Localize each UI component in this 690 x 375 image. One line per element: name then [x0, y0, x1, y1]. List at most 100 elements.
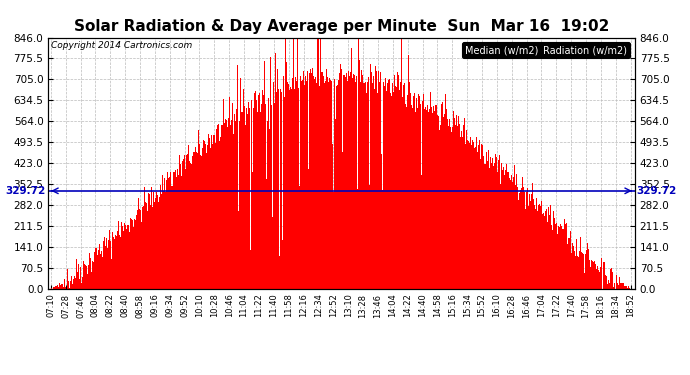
Bar: [581, 252, 582, 289]
Bar: [377, 93, 378, 289]
Bar: [266, 179, 267, 289]
Bar: [361, 70, 362, 289]
Bar: [117, 231, 118, 289]
Bar: [114, 239, 115, 289]
Bar: [99, 244, 100, 289]
Bar: [293, 38, 294, 289]
Bar: [577, 245, 578, 289]
Bar: [226, 120, 227, 289]
Bar: [603, 262, 604, 289]
Bar: [281, 92, 282, 289]
Bar: [209, 138, 210, 289]
Bar: [87, 274, 88, 289]
Bar: [230, 125, 231, 289]
Bar: [319, 68, 320, 289]
Bar: [574, 251, 575, 289]
Bar: [418, 93, 419, 289]
Bar: [233, 134, 234, 289]
Bar: [540, 206, 541, 289]
Bar: [461, 131, 462, 289]
Bar: [191, 164, 192, 289]
Bar: [55, 286, 56, 289]
Bar: [154, 179, 155, 289]
Bar: [333, 192, 334, 289]
Bar: [298, 88, 299, 289]
Bar: [240, 78, 241, 289]
Bar: [113, 237, 114, 289]
Bar: [164, 178, 165, 289]
Bar: [315, 73, 316, 289]
Bar: [208, 134, 209, 289]
Bar: [449, 119, 450, 289]
Bar: [260, 112, 261, 289]
Bar: [297, 38, 298, 289]
Bar: [102, 257, 103, 289]
Bar: [299, 186, 300, 289]
Bar: [79, 279, 80, 289]
Bar: [386, 84, 387, 289]
Bar: [618, 285, 619, 289]
Bar: [384, 86, 385, 289]
Bar: [135, 220, 137, 289]
Bar: [391, 76, 393, 289]
Bar: [185, 169, 186, 289]
Bar: [132, 219, 133, 289]
Bar: [295, 77, 296, 289]
Bar: [180, 164, 181, 289]
Bar: [227, 127, 228, 289]
Bar: [104, 237, 105, 289]
Bar: [537, 211, 538, 289]
Bar: [294, 89, 295, 289]
Bar: [346, 73, 347, 289]
Bar: [255, 90, 256, 289]
Bar: [573, 246, 574, 289]
Bar: [93, 262, 94, 289]
Bar: [316, 83, 317, 289]
Bar: [414, 93, 415, 289]
Bar: [146, 203, 147, 289]
Bar: [92, 261, 93, 289]
Bar: [608, 280, 609, 289]
Bar: [98, 250, 99, 289]
Bar: [516, 174, 517, 289]
Bar: [481, 144, 482, 289]
Bar: [289, 90, 290, 289]
Bar: [250, 249, 251, 289]
Bar: [314, 79, 315, 289]
Bar: [162, 175, 163, 289]
Bar: [587, 243, 588, 289]
Bar: [101, 257, 102, 289]
Bar: [232, 103, 233, 289]
Bar: [97, 255, 98, 289]
Bar: [595, 268, 596, 289]
Bar: [157, 195, 158, 289]
Bar: [317, 38, 318, 289]
Bar: [161, 194, 162, 289]
Bar: [486, 151, 487, 289]
Bar: [76, 259, 77, 289]
Bar: [471, 145, 472, 289]
Bar: [532, 183, 533, 289]
Bar: [627, 288, 628, 289]
Bar: [604, 287, 606, 289]
Bar: [275, 53, 276, 289]
Bar: [306, 81, 307, 289]
Bar: [491, 163, 492, 289]
Bar: [193, 152, 194, 289]
Bar: [528, 206, 529, 289]
Bar: [270, 57, 271, 289]
Bar: [416, 98, 417, 289]
Bar: [119, 236, 120, 289]
Bar: [583, 254, 584, 289]
Bar: [243, 89, 244, 289]
Bar: [355, 81, 356, 289]
Bar: [301, 77, 302, 289]
Bar: [171, 186, 172, 289]
Bar: [105, 246, 106, 289]
Bar: [542, 214, 543, 289]
Bar: [311, 74, 313, 289]
Bar: [565, 224, 566, 289]
Bar: [606, 275, 607, 289]
Bar: [613, 283, 615, 289]
Bar: [625, 286, 626, 289]
